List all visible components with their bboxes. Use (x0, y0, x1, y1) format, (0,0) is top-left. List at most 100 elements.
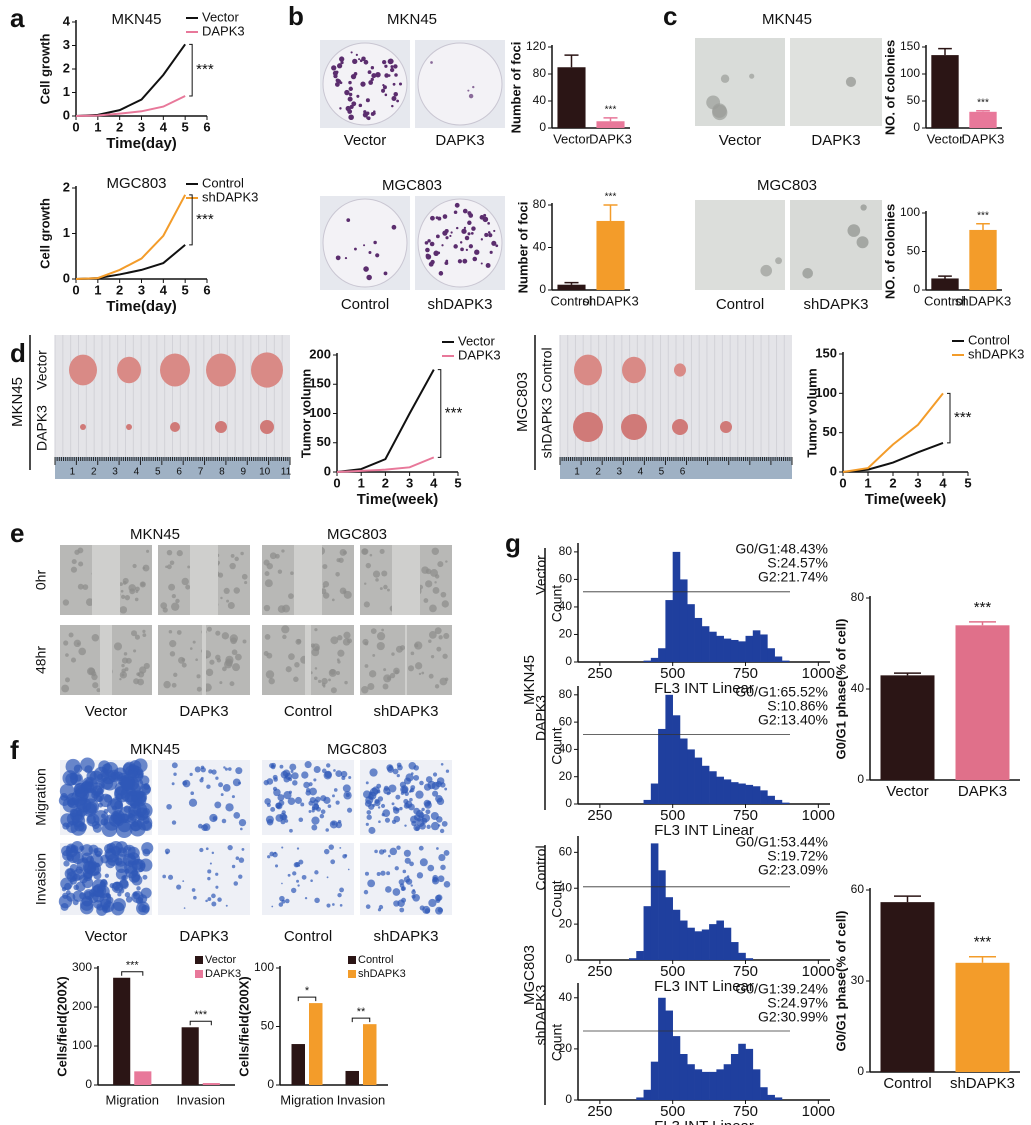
legend-label: shDAPK3 (358, 968, 406, 980)
texture (162, 874, 167, 879)
colony (450, 231, 453, 234)
y-axis-label: Tumor volumn (804, 368, 819, 457)
histogram-bar (650, 783, 659, 804)
histogram-bar (709, 1071, 717, 1100)
texture (326, 763, 331, 768)
label: DAPK3 (179, 928, 228, 945)
histogram-bar (665, 1010, 673, 1100)
colony (480, 262, 483, 265)
texture (171, 820, 177, 825)
texture (432, 874, 439, 881)
texture (418, 845, 424, 851)
y-tick-label: 0 (539, 282, 546, 296)
texture (385, 886, 392, 893)
texture (134, 597, 139, 602)
texture (331, 598, 335, 602)
texture (421, 671, 425, 675)
texture (415, 826, 420, 831)
y-tick-label: 0 (565, 796, 572, 810)
label: Vector (344, 132, 387, 149)
tumor (170, 422, 180, 432)
texture (409, 797, 413, 802)
texture (120, 777, 133, 791)
colony (461, 228, 467, 234)
colony (336, 63, 343, 69)
tumor (69, 354, 97, 386)
ruler (55, 457, 290, 479)
label: 48hr (33, 646, 49, 674)
texture (86, 667, 96, 676)
texture (136, 886, 141, 891)
x-tick-label: 6 (203, 282, 210, 297)
texture (313, 778, 317, 782)
histogram-bar (738, 1043, 746, 1100)
x-tick-label: 250 (587, 963, 612, 980)
colony (438, 271, 444, 276)
texture (376, 641, 385, 651)
label: Vector (85, 703, 128, 720)
bar (202, 1083, 220, 1085)
photo-title: MKN45 (762, 11, 812, 28)
error-bar (564, 54, 579, 68)
x-tick-label: 1 (864, 475, 871, 490)
texture (413, 807, 420, 815)
colony (393, 64, 398, 69)
texture (441, 820, 448, 827)
texture (266, 818, 274, 826)
texture (287, 797, 296, 806)
texture (227, 844, 233, 851)
histogram-bar (752, 786, 761, 804)
texture (418, 672, 422, 676)
texture (223, 766, 226, 769)
texture (323, 848, 330, 855)
texture (403, 777, 412, 785)
texture (72, 890, 85, 902)
texture (425, 809, 431, 815)
texture (168, 630, 173, 634)
x-axis-label: FL3 INT Linear (654, 822, 754, 839)
texture (181, 662, 187, 668)
texture (142, 564, 150, 572)
colony (370, 66, 375, 70)
label: MGC803 (514, 372, 531, 432)
texture (94, 847, 103, 857)
texture (187, 565, 191, 569)
texture (197, 823, 203, 829)
histogram-bar (767, 648, 775, 662)
annotation: *** (605, 192, 617, 203)
texture (379, 548, 385, 554)
histogram-bar (672, 715, 681, 804)
texture (285, 666, 292, 673)
texture (211, 851, 215, 855)
texture (192, 640, 196, 644)
texture (314, 870, 319, 875)
texture (224, 767, 228, 771)
colony (348, 92, 353, 97)
texture (268, 677, 275, 685)
histogram-bar (643, 799, 652, 804)
texture (209, 813, 218, 823)
texture (140, 887, 152, 899)
texture (290, 770, 294, 773)
texture (397, 899, 405, 907)
texture (309, 787, 317, 796)
texture (219, 681, 223, 685)
texture (395, 645, 403, 653)
texture (291, 772, 299, 780)
texture (103, 808, 109, 814)
texture (388, 854, 391, 858)
colony (358, 58, 361, 61)
texture (122, 577, 129, 584)
colony (365, 98, 370, 103)
texture (328, 678, 331, 682)
y-tick-label: 0 (565, 654, 572, 668)
histogram-bar (628, 958, 637, 960)
x-tick-label: 2 (116, 119, 123, 134)
texture (100, 854, 110, 864)
texture (383, 674, 392, 683)
colony (483, 213, 487, 217)
annotation: *** (196, 61, 214, 78)
texture (127, 809, 139, 821)
y-tick-label: 40 (559, 990, 573, 1004)
x-tick-label: 2 (382, 475, 389, 490)
